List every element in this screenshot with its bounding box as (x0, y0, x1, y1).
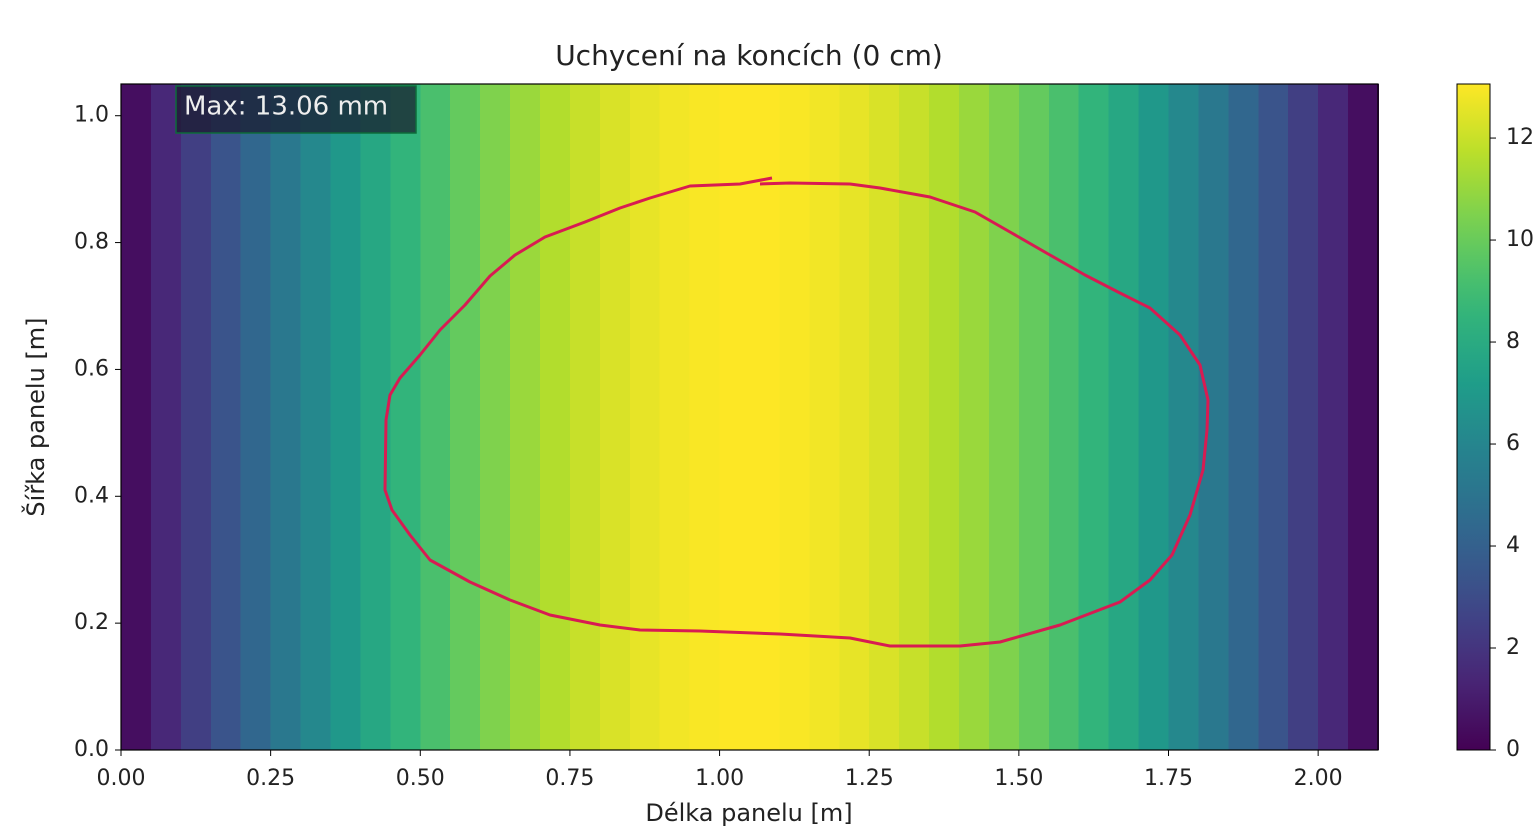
heat-cell (420, 84, 452, 750)
heat-cell (1018, 84, 1050, 750)
colorbar-tick-label: 6 (1506, 431, 1520, 456)
y-tick-label: 0.6 (74, 356, 109, 381)
heat-cell (1168, 84, 1200, 750)
heat-cell (540, 84, 571, 750)
heat-cell (899, 84, 930, 750)
heat-cell (450, 84, 481, 750)
heat-cell (1258, 84, 1290, 750)
heat-cell (1048, 84, 1080, 750)
heat-cell (869, 84, 900, 750)
heat-cell (240, 84, 272, 750)
heat-cell (390, 84, 422, 750)
annotation-box (175, 85, 417, 134)
x-axis-label: Délka panelu [m] (645, 799, 852, 827)
heat-cell (569, 84, 601, 750)
colorbar-tick-label: 0 (1506, 737, 1520, 762)
x-tick-label: 1.50 (994, 766, 1043, 791)
annotation: Max: 13.06 mm (184, 92, 388, 122)
x-tick-label: 2.00 (1294, 766, 1343, 791)
x-tick-label: 0.50 (396, 766, 445, 791)
heat-cell (719, 84, 751, 750)
y-axis-label: Šířka panelu [m] (20, 317, 50, 516)
heat-cell (1108, 84, 1140, 750)
chart-title: Uchycení na koncích (0 cm) (555, 39, 943, 72)
heat-cell (510, 84, 541, 750)
heat-cell (629, 84, 661, 750)
heat-cell (988, 84, 1020, 750)
colorbar-tick-label: 10 (1506, 227, 1534, 252)
heat-cell (180, 84, 212, 750)
y-tick-label: 0.4 (74, 483, 109, 508)
colorbar (1456, 83, 1491, 751)
heat-cell (689, 84, 721, 750)
x-tick-label: 1.00 (695, 766, 744, 791)
heat-cell (1318, 84, 1349, 750)
x-tick-label: 0.25 (246, 766, 295, 791)
heat-cell (959, 84, 990, 750)
heat-cell (1078, 84, 1110, 750)
colorbar-tick-label: 12 (1506, 125, 1534, 150)
hand-drawn-outline (383, 176, 1210, 648)
x-tick-label: 0.75 (545, 766, 594, 791)
x-tick-label: 0.00 (97, 766, 146, 791)
heat-cell (929, 84, 960, 750)
x-tick-label: 1.75 (1144, 766, 1193, 791)
plot-frame (120, 83, 1379, 751)
heat-cell (1138, 84, 1170, 750)
heat-cell (300, 84, 332, 750)
heat-cell (270, 84, 302, 750)
heat-cell (150, 84, 182, 750)
heatmap (121, 84, 1379, 750)
colorbar-tick-label: 8 (1506, 329, 1520, 354)
heat-cell (779, 84, 811, 750)
y-tick-label: 0.2 (74, 610, 109, 635)
heat-cell (599, 84, 631, 750)
y-tick-label: 0.0 (74, 737, 109, 762)
heat-cell (210, 84, 242, 750)
heat-cell (1288, 84, 1319, 750)
heat-cell (1348, 84, 1379, 750)
heat-cell (809, 84, 841, 750)
heat-cell (1198, 84, 1230, 750)
heat-cell (121, 84, 152, 750)
heat-cell (1228, 84, 1260, 750)
heat-cell (330, 84, 362, 750)
colorbar-tick-label: 4 (1506, 533, 1520, 558)
heat-cell (480, 84, 511, 750)
y-tick-label: 0.8 (74, 230, 109, 255)
heat-cell (749, 84, 781, 750)
colorbar-tick-label: 2 (1506, 635, 1520, 660)
x-tick-label: 1.25 (845, 766, 894, 791)
heat-cell (659, 84, 691, 750)
y-tick-label: 1.0 (74, 103, 109, 128)
